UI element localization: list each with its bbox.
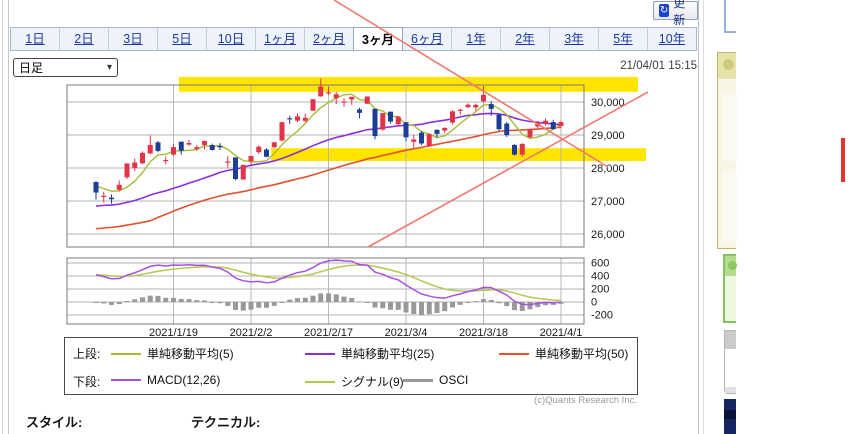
legend-item: 単純移動平均(25) [305, 345, 434, 362]
sidebar-gray-header [725, 331, 736, 349]
tab-10日[interactable]: 10日 [207, 28, 256, 50]
sidebar-beige-row [722, 171, 737, 243]
legend-item-label: シグナル(9) [341, 375, 404, 389]
refresh-label: 更新 [673, 0, 686, 27]
quote-timestamp: 21/04/01 15:15 [620, 60, 697, 72]
legend-item: シグナル(9) [305, 373, 404, 390]
sidebar-fragment-navy-box [724, 399, 736, 434]
tab-3日[interactable]: 3日 [109, 28, 158, 50]
svg-text:2021/2/2: 2021/2/2 [230, 327, 273, 339]
sidebar-beige-icon [723, 59, 734, 70]
svg-text:2021/4/1: 2021/4/1 [540, 327, 583, 339]
tab-2年[interactable]: 2年 [501, 28, 550, 50]
style-label: スタイル: [26, 415, 83, 430]
legend-line-swatch [305, 352, 335, 355]
sidebar-fragment-beige-panel [717, 52, 737, 249]
legend-item: MACD(12,26) [111, 373, 220, 387]
tab-2ヶ月[interactable]: 2ヶ月 [305, 28, 354, 50]
legend-item-label: 単純移動平均(5) [147, 347, 234, 361]
sidebar-fragment-blue-box [724, 0, 736, 33]
legend-item-label: OSCI [439, 373, 469, 387]
legend-upper-row: 上段: 単純移動平均(5) 単純移動平均(25) 単純移動平均(50) [65, 345, 637, 361]
copyright-text: (c)Quants Research Inc. [534, 395, 637, 406]
period-tab-bar: 1日 2日 3日 5日 10日 1ヶ月 2ヶ月 3ヶ月 6ヶ月 1年 2年 3年 5年 10年 [10, 27, 697, 51]
timeframe-value: 日足 [19, 61, 44, 75]
legend-line-swatch [403, 378, 433, 382]
legend-line-swatch [305, 380, 335, 383]
chart-tool-panel: ↻ 更新 1日 2日 3日 5日 10日 1ヶ月 2ヶ月 3ヶ月 6ヶ月 1年 2年 3年 5年 10年 … [8, 0, 699, 434]
tab-2日[interactable]: 2日 [60, 28, 109, 50]
svg-text:-200: -200 [591, 310, 613, 322]
tab-6ヶ月[interactable]: 6ヶ月 [403, 28, 452, 50]
svg-text:30,000: 30,000 [591, 97, 625, 109]
legend-line-swatch [499, 352, 529, 355]
svg-text:27,000: 27,000 [591, 196, 625, 208]
legend-item: 単純移動平均(50) [499, 345, 628, 362]
legend-item-label: 単純移動平均(50) [535, 347, 629, 361]
legend-line-swatch [111, 352, 141, 355]
technical-label: テクニカル: [191, 415, 261, 430]
sidebar-navy-band [724, 410, 736, 419]
sidebar-fragment-green-panel [723, 254, 737, 323]
svg-text:2021/2/17: 2021/2/17 [304, 327, 353, 339]
tab-10年[interactable]: 10年 [658, 32, 686, 46]
tab-3ヶ月[interactable]: 3ヶ月 [353, 27, 403, 50]
legend-upper-label: 上段: [73, 347, 101, 361]
refresh-button[interactable]: ↻ 更新 [653, 0, 698, 27]
sidebar-fragment-gray-panel [724, 330, 736, 394]
sidebar-beige-header [718, 53, 736, 79]
svg-text:200: 200 [591, 284, 609, 296]
svg-text:28,000: 28,000 [591, 163, 625, 175]
price-and-macd-chart: 30,000 29,000 28,000 27,000 26,000 6004002000… [66, 76, 646, 339]
tab-5年[interactable]: 5年 [599, 28, 648, 50]
svg-text:2021/1/19: 2021/1/19 [149, 327, 198, 339]
sidebar-green-icon [728, 261, 737, 270]
tab-1ヶ月[interactable]: 1ヶ月 [256, 28, 305, 50]
svg-text:400: 400 [591, 271, 609, 283]
svg-text:26,000: 26,000 [591, 229, 625, 241]
sidebar-green-header [725, 256, 737, 276]
tab-5日[interactable]: 5日 [158, 28, 207, 50]
tab-1年[interactable]: 1年 [452, 28, 501, 50]
legend-line-swatch [111, 379, 141, 381]
legend-item: OSCI [403, 373, 468, 387]
sidebar-beige-row [722, 93, 737, 161]
chart-legend: 上段: 単純移動平均(5) 単純移動平均(25) 単純移動平均(50) 下段: MA… [64, 337, 638, 395]
refresh-icon: ↻ [659, 4, 670, 17]
page-left-rule [2, 0, 3, 434]
svg-text:2021/3/18: 2021/3/18 [459, 327, 508, 339]
chevron-down-icon: ▾ [106, 62, 112, 73]
svg-text:2021/3/4: 2021/3/4 [385, 327, 428, 339]
legend-item-label: MACD(12,26) [147, 373, 221, 387]
sidebar-fragment-red-mark [841, 138, 845, 182]
legend-item-label: 単純移動平均(25) [341, 347, 435, 361]
timeframe-dropdown[interactable]: 日足 ▾ [13, 58, 118, 77]
svg-text:0: 0 [591, 297, 597, 309]
legend-lower-label: 下段: [73, 375, 101, 389]
panel-divider [703, 0, 704, 434]
tab-3年[interactable]: 3年 [550, 28, 599, 50]
sidebar-gray-footer [725, 387, 736, 393]
svg-text:29,000: 29,000 [591, 130, 625, 142]
tab-1日[interactable]: 1日 [11, 28, 60, 50]
legend-lower-row: 下段: MACD(12,26) シグナル(9) OSCI [65, 373, 637, 389]
svg-text:600: 600 [591, 258, 609, 270]
legend-item: 単純移動平均(5) [111, 345, 234, 362]
